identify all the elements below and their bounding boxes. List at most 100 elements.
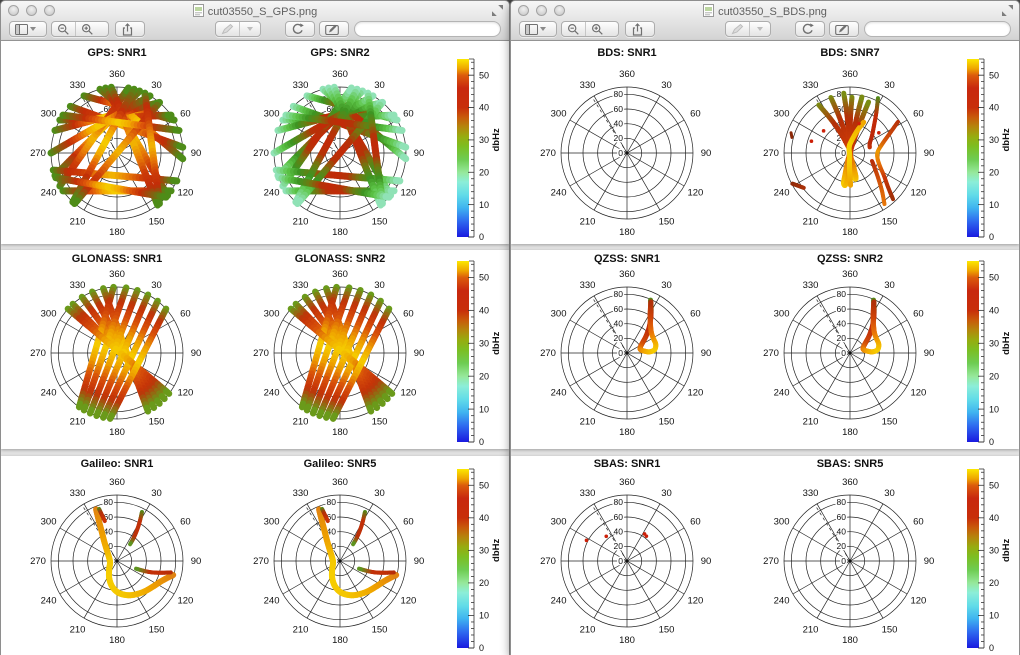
svg-text:60: 60 — [913, 517, 924, 528]
svg-text:80: 80 — [104, 497, 114, 507]
svg-text:80: 80 — [614, 289, 624, 299]
svg-text:GLONASS: SNR1: GLONASS: SNR1 — [72, 253, 162, 265]
share-button[interactable] — [625, 21, 655, 37]
svg-text:50: 50 — [989, 70, 999, 80]
svg-text:90: 90 — [924, 556, 935, 567]
svg-text:270: 270 — [30, 148, 46, 159]
svg-text:0: 0 — [989, 437, 994, 447]
zoom-in-button[interactable] — [75, 22, 99, 36]
svg-text:270: 270 — [763, 148, 779, 159]
svg-text:270: 270 — [253, 348, 269, 359]
svg-text:60: 60 — [690, 517, 701, 528]
svg-text:150: 150 — [149, 625, 165, 636]
svg-text:30: 30 — [884, 80, 895, 91]
svg-text:20: 20 — [614, 333, 624, 343]
svg-text:80: 80 — [614, 89, 624, 99]
svg-text:180: 180 — [619, 227, 635, 238]
svg-text:150: 150 — [149, 417, 165, 428]
svg-text:60: 60 — [403, 517, 414, 528]
svg-text:30: 30 — [374, 280, 385, 291]
snr-skyplot-figure: 3603060901201501802102402703003308060402… — [30, 458, 502, 653]
svg-text:180: 180 — [332, 427, 348, 438]
annotate-caret-button[interactable] — [749, 22, 768, 36]
share-icon — [122, 22, 133, 36]
markup-button[interactable] — [319, 21, 349, 37]
svg-text:GLONASS: SNR2: GLONASS: SNR2 — [295, 253, 385, 265]
svg-text:300: 300 — [774, 109, 790, 120]
svg-text:300: 300 — [41, 109, 57, 120]
svg-text:330: 330 — [70, 80, 86, 91]
annotate-button[interactable] — [216, 22, 239, 36]
window-title: cut03550_S_BDS.png — [571, 4, 959, 18]
svg-text:360: 360 — [619, 477, 635, 488]
document-icon — [703, 4, 715, 17]
close-button[interactable] — [518, 5, 529, 16]
svg-text:0: 0 — [479, 232, 484, 242]
svg-text:240: 240 — [551, 388, 567, 399]
zoom-out-icon — [567, 23, 579, 35]
svg-text:240: 240 — [264, 388, 280, 399]
fullscreen-icon[interactable] — [492, 5, 503, 16]
svg-text:330: 330 — [580, 488, 596, 499]
svg-text:30: 30 — [884, 488, 895, 499]
markup-button[interactable] — [829, 21, 859, 37]
svg-text:60: 60 — [690, 309, 701, 320]
rotate-left-icon — [292, 22, 304, 34]
svg-text:0: 0 — [989, 643, 994, 653]
svg-text:60: 60 — [614, 512, 624, 522]
view-menu-button[interactable] — [9, 21, 47, 37]
svg-text:90: 90 — [414, 148, 425, 159]
svg-text:240: 240 — [551, 596, 567, 607]
zoom-out-button[interactable] — [562, 22, 585, 36]
svg-text:30: 30 — [151, 80, 162, 91]
annotate-pen-icon — [221, 23, 234, 35]
search-input[interactable] — [354, 21, 501, 37]
search-input[interactable] — [864, 21, 1011, 37]
sidebar-icon — [15, 23, 28, 35]
svg-text:120: 120 — [400, 188, 416, 199]
svg-text:20: 20 — [989, 371, 999, 381]
svg-text:20: 20 — [479, 578, 489, 588]
document-icon — [192, 4, 204, 17]
minimize-button[interactable] — [536, 5, 547, 16]
fullscreen-icon[interactable] — [1002, 5, 1013, 16]
svg-text:300: 300 — [264, 517, 280, 528]
svg-text:210: 210 — [803, 417, 819, 428]
svg-text:270: 270 — [30, 556, 46, 567]
svg-text:90: 90 — [924, 348, 935, 359]
svg-text:60: 60 — [180, 517, 191, 528]
svg-text:0: 0 — [841, 556, 846, 566]
view-menu-button[interactable] — [519, 21, 557, 37]
annotate-button[interactable] — [726, 22, 749, 36]
svg-text:10: 10 — [989, 404, 999, 414]
zoom-out-button[interactable] — [52, 22, 75, 36]
svg-text:30: 30 — [661, 280, 672, 291]
close-button[interactable] — [8, 5, 19, 16]
zoom-button[interactable] — [554, 5, 565, 16]
svg-text:210: 210 — [293, 217, 309, 228]
annotate-caret-button[interactable] — [239, 22, 258, 36]
svg-text:40: 40 — [989, 513, 999, 523]
svg-text:150: 150 — [882, 625, 898, 636]
svg-text:150: 150 — [659, 217, 675, 228]
svg-text:QZSS: SNR1: QZSS: SNR1 — [594, 253, 660, 265]
rotate-left-button[interactable] — [285, 21, 315, 37]
svg-text:0: 0 — [618, 556, 623, 566]
svg-text:180: 180 — [109, 227, 125, 238]
share-button[interactable] — [115, 21, 145, 37]
svg-text:20: 20 — [837, 333, 847, 343]
minimize-button[interactable] — [26, 5, 37, 16]
svg-text:360: 360 — [109, 477, 125, 488]
svg-text:240: 240 — [264, 188, 280, 199]
zoom-in-button[interactable] — [585, 22, 609, 36]
svg-text:40: 40 — [989, 306, 999, 316]
svg-text:330: 330 — [803, 280, 819, 291]
zoom-button[interactable] — [44, 5, 55, 16]
svg-text:180: 180 — [619, 427, 635, 438]
svg-text:210: 210 — [70, 417, 86, 428]
svg-text:20: 20 — [837, 541, 847, 551]
rotate-left-button[interactable] — [795, 21, 825, 37]
svg-text:150: 150 — [149, 217, 165, 228]
svg-text:90: 90 — [191, 556, 202, 567]
